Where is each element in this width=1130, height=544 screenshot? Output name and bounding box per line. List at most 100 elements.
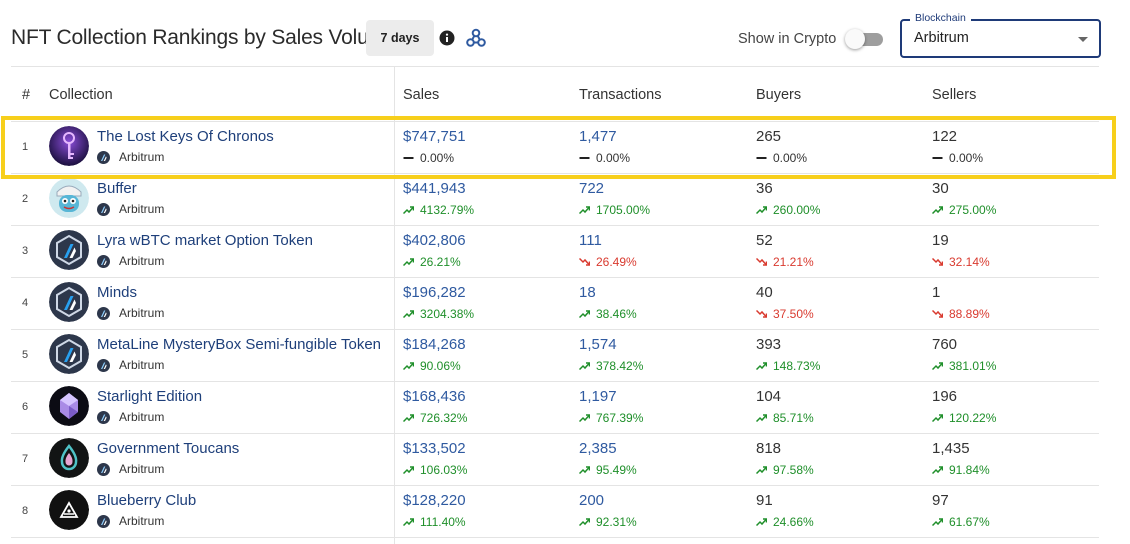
table-row[interactable]: 5 MetaLine MysteryBox Semi-fungible Token… (11, 329, 1099, 382)
chronos-key-avatar[interactable] (49, 126, 89, 166)
collection-chain: Arbitrum (97, 358, 164, 372)
blockchain-select[interactable]: Blockchain Arbitrum (900, 12, 1101, 58)
buyers-cell: 36 260.00% (756, 180, 820, 217)
buyers-change-value: 21.21% (773, 255, 814, 269)
sellers-cell: 760 381.01% (932, 336, 996, 373)
buyers-value: 40 (756, 284, 773, 301)
sales-cell: $128,220 111.40% (403, 492, 466, 529)
table-row[interactable]: 4 Minds Arbitrum $196,282 3204.38% 18 38.46% 40… (11, 277, 1099, 330)
collection-name-link[interactable]: Blueberry Club (97, 492, 197, 509)
sellers-value: 196 (932, 388, 958, 405)
row-rank: 6 (22, 401, 29, 413)
table-row[interactable]: 2 Buffer Arbitrum $441,943 4132.79% 722 1705.0… (11, 173, 1099, 226)
transactions-cell: 1,197 767.39% (579, 388, 643, 425)
column-header-collection[interactable]: Collection (49, 87, 113, 103)
trend-down-icon (932, 258, 943, 266)
table-row[interactable]: 6 Starlight Edition Arbitrum $168,436 726.32… (11, 381, 1099, 434)
row-rank: 2 (22, 193, 29, 205)
sales-value[interactable]: $196,282 (403, 284, 466, 301)
table-header: # Collection Sales Transactions Buyers S… (11, 66, 1099, 122)
chevron-down-icon (1078, 37, 1088, 42)
column-header-sales[interactable]: Sales (403, 87, 440, 103)
column-header-rank: # (22, 87, 31, 103)
transactions-change: 92.31% (579, 515, 637, 529)
transactions-value[interactable]: 18 (579, 284, 596, 301)
collection-name-link[interactable]: Starlight Edition (97, 388, 203, 405)
sales-cell: $441,943 4132.79% (403, 180, 474, 217)
transactions-value[interactable]: 1,477 (579, 128, 617, 145)
sellers-cell: 30 275.00% (932, 180, 996, 217)
transactions-value[interactable]: 1,197 (579, 388, 617, 405)
buyers-change: 148.73% (756, 359, 820, 373)
collection-name-link[interactable]: Lyra wBTC market Option Token (97, 232, 313, 249)
sellers-value: 30 (932, 180, 949, 197)
sales-value[interactable]: $747,751 (403, 128, 466, 145)
sellers-change: 275.00% (932, 203, 996, 217)
sales-change: 26.21% (403, 255, 466, 269)
trend-flat-icon (579, 157, 590, 159)
sellers-change: 61.67% (932, 515, 990, 529)
sales-value[interactable]: $133,502 (403, 440, 466, 457)
buyers-change: 97.58% (756, 463, 814, 477)
table-row[interactable]: 3 Lyra wBTC market Option Token Arbitrum $4… (11, 225, 1099, 278)
show-in-crypto-toggle[interactable] (845, 29, 885, 49)
sellers-change-value: 91.84% (949, 463, 990, 477)
sellers-cell: 1 88.89% (932, 284, 990, 321)
transactions-value[interactable]: 1,574 (579, 336, 617, 353)
toucan-drop-avatar[interactable] (49, 438, 89, 478)
info-icon[interactable] (439, 30, 455, 46)
collection-name-link[interactable]: Buffer (97, 180, 137, 197)
buyers-cell: 818 97.58% (756, 440, 814, 477)
table-row[interactable]: 1 The Lost Keys Of Chronos Arbitrum $747,75… (11, 121, 1099, 174)
collection-name-link[interactable]: Minds (97, 284, 138, 301)
collection-name-link[interactable]: Government Toucans (97, 440, 240, 457)
sales-value[interactable]: $184,268 (403, 336, 466, 353)
transactions-value[interactable]: 200 (579, 492, 605, 509)
sales-change-value: 0.00% (420, 151, 455, 165)
sales-change: 4132.79% (403, 203, 474, 217)
sales-value[interactable]: $441,943 (403, 180, 466, 197)
sellers-value: 19 (932, 232, 949, 249)
sales-value[interactable]: $128,220 (403, 492, 466, 509)
blueberry-club-avatar[interactable] (49, 490, 89, 530)
sellers-change-value: 0.00% (949, 151, 984, 165)
page-title: NFT Collection Rankings by Sales Volume (11, 26, 398, 49)
transactions-value[interactable]: 111 (579, 232, 602, 249)
highlight-box (1, 116, 1116, 179)
sales-value[interactable]: $402,806 (403, 232, 466, 249)
arbitrum-logo-avatar[interactable] (49, 282, 89, 322)
sellers-change-value: 32.14% (949, 255, 990, 269)
trend-up-icon (403, 414, 414, 422)
buffer-mascot-avatar[interactable] (49, 178, 89, 218)
trend-up-icon (403, 362, 414, 370)
trend-up-icon (932, 206, 943, 214)
buyers-change-value: 24.66% (773, 515, 814, 529)
arbitrum-logo-avatar[interactable] (49, 230, 89, 270)
arbitrum-logo-avatar[interactable] (49, 334, 89, 374)
transactions-change-value: 1705.00% (596, 203, 651, 217)
buyers-cell: 91 24.66% (756, 492, 814, 529)
row-rank: 4 (22, 297, 29, 309)
blockchain-network-icon[interactable] (465, 27, 487, 49)
transactions-value[interactable]: 2,385 (579, 440, 617, 457)
transactions-change-value: 92.31% (596, 515, 637, 529)
collection-chain: Arbitrum (97, 462, 164, 476)
collection-name-link[interactable]: MetaLine MysteryBox Semi-fungible Token (97, 336, 382, 353)
buyers-change: 21.21% (756, 255, 814, 269)
column-header-transactions[interactable]: Transactions (579, 87, 662, 103)
sellers-cell: 19 32.14% (932, 232, 990, 269)
transactions-value[interactable]: 722 (579, 180, 605, 197)
trend-up-icon (932, 362, 943, 370)
sellers-change-value: 275.00% (949, 203, 997, 217)
transactions-cell: 111 26.49% (579, 232, 637, 269)
starlight-crystal-avatar[interactable] (49, 386, 89, 426)
column-header-buyers[interactable]: Buyers (756, 87, 802, 103)
trend-up-icon (403, 310, 414, 318)
sales-value[interactable]: $168,436 (403, 388, 466, 405)
period-button[interactable]: 7 days (366, 20, 434, 56)
table-row[interactable]: 8 Blueberry Club Arbitrum $128,220 111.40% 20… (11, 485, 1099, 538)
column-header-sellers[interactable]: Sellers (932, 87, 977, 103)
table-row[interactable]: 7 Government Toucans Arbitrum $133,502 106.0… (11, 433, 1099, 486)
transactions-cell: 1,574 378.42% (579, 336, 643, 373)
sellers-cell: 97 61.67% (932, 492, 990, 529)
